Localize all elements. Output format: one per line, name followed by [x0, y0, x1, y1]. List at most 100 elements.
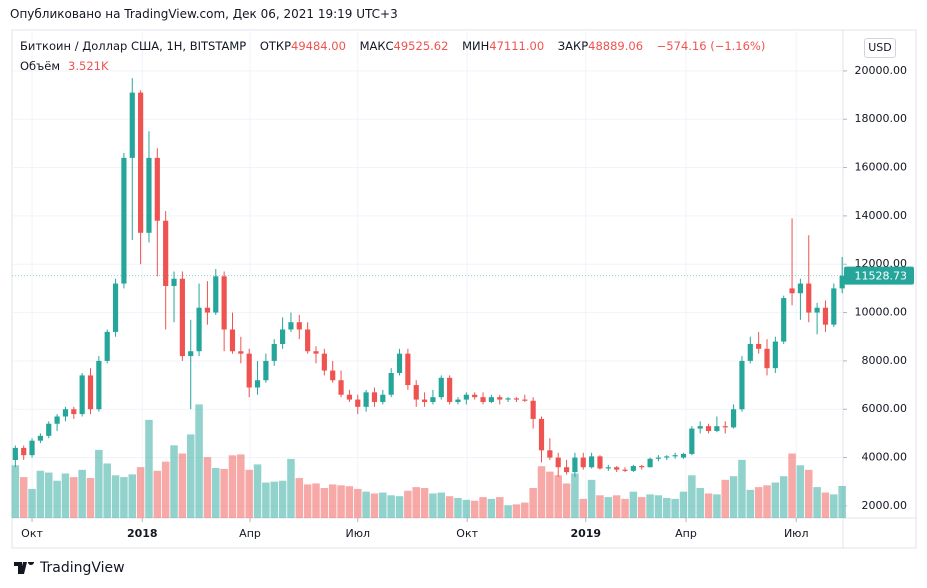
volume-bar — [654, 495, 663, 518]
y-tick-label: 6000.00 — [862, 402, 908, 415]
candle-body — [246, 353, 252, 388]
candle-body — [839, 275, 845, 289]
candle-body — [396, 353, 403, 373]
candle-body — [79, 375, 85, 415]
candle-body — [714, 426, 720, 431]
volume-bar — [663, 498, 671, 518]
candle-body — [263, 360, 269, 381]
volume-bar — [621, 498, 629, 518]
y-tick-label: 18000.00 — [855, 112, 908, 125]
candle-body — [622, 469, 628, 471]
logo-icon — [14, 562, 34, 574]
volume-bar — [70, 477, 78, 518]
candle-body — [104, 331, 110, 361]
currency-button[interactable]: USD — [864, 38, 896, 58]
volume-bar — [754, 487, 763, 518]
volume-bar — [295, 478, 304, 518]
candle-body — [555, 457, 561, 468]
candle-body — [355, 399, 361, 407]
y-tick-label: 16000.00 — [855, 161, 908, 174]
volume-bar — [479, 497, 487, 518]
volume-bar — [721, 479, 729, 518]
candle-body — [680, 453, 687, 458]
candle-body — [472, 394, 478, 398]
candle-body — [363, 392, 369, 407]
volume-bar — [704, 493, 713, 518]
volume-bar — [771, 482, 780, 518]
volume-bar — [237, 454, 245, 518]
candle-body — [572, 457, 578, 473]
candle-body — [171, 278, 177, 286]
candle-body — [154, 157, 160, 221]
volume-bar — [203, 457, 212, 518]
candle-body — [831, 288, 837, 325]
volume-bar — [103, 463, 111, 518]
candle-body — [438, 377, 444, 398]
volume-bar — [161, 461, 170, 518]
candle-body — [605, 467, 611, 469]
candle-body — [614, 467, 620, 470]
volume-bar — [312, 483, 320, 518]
volume-bar — [86, 478, 95, 518]
candle-body — [54, 416, 60, 424]
candle-body — [280, 329, 286, 344]
volume-label: Объём — [20, 59, 61, 73]
candle-body — [21, 447, 27, 456]
volume-bar — [604, 497, 613, 518]
candle-body — [196, 307, 202, 352]
volume-bar — [830, 494, 838, 518]
candle-body — [405, 353, 411, 386]
volume-bar — [245, 469, 253, 518]
close-value: 48889.06 — [588, 39, 644, 53]
candle-body — [163, 220, 169, 286]
candle-body — [296, 322, 302, 330]
volume-bar — [454, 498, 462, 518]
candle-body — [705, 426, 712, 431]
volume-bar — [629, 491, 638, 518]
volume-bar — [804, 469, 813, 518]
volume-bar — [186, 434, 195, 518]
candle-body — [121, 157, 127, 284]
candle-body — [421, 399, 428, 402]
candle-body — [330, 370, 336, 381]
x-tick-label: 2018 — [127, 527, 158, 540]
x-tick-label: Апр — [675, 527, 697, 540]
volume-bar — [579, 498, 588, 518]
volume-bar — [128, 474, 137, 518]
candle-body — [46, 423, 52, 436]
candle-body — [722, 426, 728, 428]
brand: TradingView — [40, 560, 125, 576]
volume-bar — [462, 499, 471, 518]
candle-body — [538, 418, 545, 451]
volume-bar — [779, 476, 788, 518]
volume-bar — [170, 445, 178, 518]
candle-body — [806, 283, 812, 313]
volume-bar — [153, 470, 162, 518]
volume-layer — [11, 404, 846, 518]
open-value: 49484.00 — [291, 39, 346, 53]
volume-bar — [136, 467, 145, 518]
volume-bar — [412, 487, 420, 518]
volume-bar — [487, 498, 496, 518]
candle-body — [380, 394, 386, 402]
volume-bar — [145, 419, 153, 518]
volume-bar — [195, 404, 203, 518]
x-tick-label: Апр — [239, 527, 261, 540]
volume-bar — [370, 493, 379, 518]
volume-bar — [445, 496, 454, 518]
candle-body — [522, 399, 528, 401]
candle-body — [71, 409, 77, 415]
volume-bar — [111, 475, 120, 518]
volume-bar — [95, 449, 103, 518]
candle-body — [630, 466, 636, 471]
candle-body — [447, 377, 453, 402]
volume-bar — [671, 498, 679, 518]
volume-bar — [763, 485, 771, 518]
candle-body — [488, 397, 494, 402]
last-price-label: 11528.73 — [855, 270, 908, 283]
candle-body — [388, 372, 394, 395]
candle-body — [321, 353, 327, 371]
candle-body — [254, 380, 261, 388]
volume-bar — [713, 494, 721, 518]
